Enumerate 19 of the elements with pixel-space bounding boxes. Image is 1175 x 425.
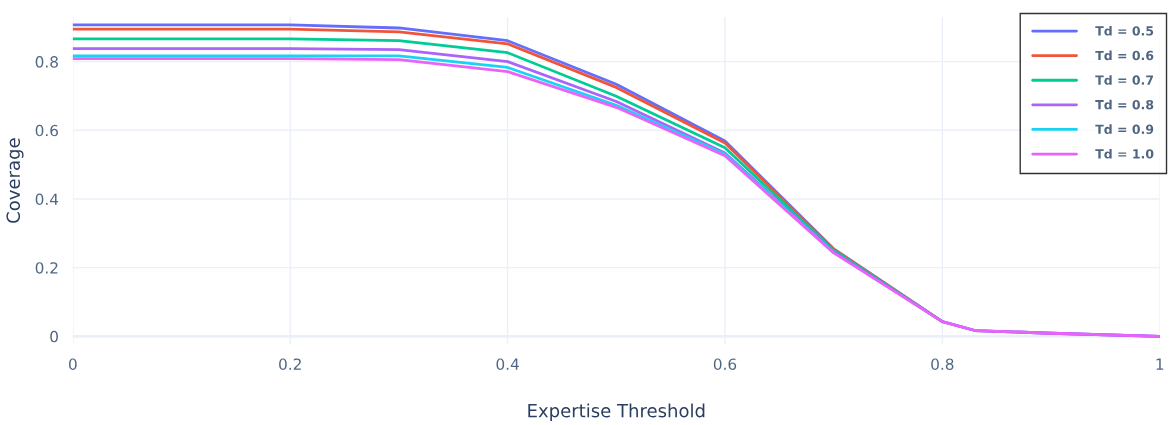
x-tick-label: 1 bbox=[1156, 358, 1164, 370]
legend-label: Td = 0.9 bbox=[1095, 124, 1154, 134]
legend-label: Td = 0.5 bbox=[1095, 25, 1154, 36]
y-tick-label: 0.8 bbox=[35, 56, 58, 68]
x-tick-label: 0.6 bbox=[713, 358, 737, 370]
legend-label: Td = 0.8 bbox=[1095, 99, 1154, 110]
y-tick-label: 0.4 bbox=[35, 193, 59, 206]
x-tick-label: 0 bbox=[69, 358, 77, 370]
x-axis-title: Expertise Threshold bbox=[528, 403, 705, 421]
x-tick-label: 0.4 bbox=[496, 358, 519, 370]
legend-label: Td = 0.6 bbox=[1095, 50, 1154, 61]
x-tick-label: 0.2 bbox=[279, 358, 301, 370]
legend-label: Td = 0.7 bbox=[1095, 75, 1154, 85]
y-axis-title: Coverage bbox=[6, 138, 24, 223]
legend-label: Td = 1.0 bbox=[1095, 148, 1154, 159]
y-tick-label: 0.2 bbox=[35, 262, 58, 274]
y-tick-label: 0.6 bbox=[35, 124, 58, 137]
x-tick-label: 0.8 bbox=[931, 358, 954, 370]
y-tick-label: 0 bbox=[50, 330, 58, 343]
